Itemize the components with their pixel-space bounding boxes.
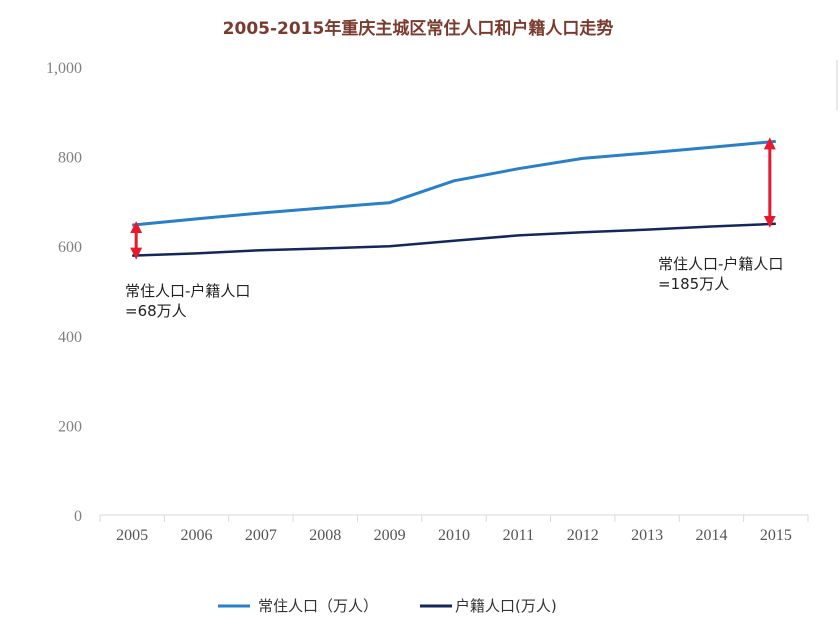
series-line-2 (132, 222, 776, 257)
y-tick-label: 1,000 (46, 60, 82, 77)
x-tick-label: 2008 (309, 527, 341, 544)
y-tick-label: 0 (74, 508, 82, 525)
chart-title: 2005-2015年重庆主城区常住人口和户籍人口走势 (223, 18, 614, 39)
y-tick-label: 400 (58, 329, 82, 346)
y-tick-label: 600 (58, 239, 82, 256)
y-tick-label: 200 (58, 418, 82, 435)
x-tick-label: 2013 (631, 527, 663, 544)
series-line-1 (132, 139, 776, 227)
series-lines (132, 139, 776, 257)
y-axis: 0 200 400 600 800 1,000 (46, 60, 82, 525)
x-tick-label: 2006 (181, 527, 213, 544)
x-tick-label: 2014 (695, 527, 727, 544)
legend: 常住人口（万人） 户籍人口(万人) (218, 597, 557, 615)
x-tick-label: 2011 (503, 527, 534, 544)
x-tick-label: 2010 (438, 527, 470, 544)
annotation-label: 常住人口-户籍人口 (658, 255, 783, 273)
x-tick-label: 2007 (245, 527, 277, 544)
x-tick-label: 2005 (116, 527, 148, 544)
x-tick-label: 2009 (374, 527, 406, 544)
annotation-value: =185万人 (658, 275, 729, 293)
annotations: 常住人口-户籍人口 =68万人 常住人口-户籍人口 =185万人 (125, 137, 783, 320)
legend-label: 常住人口（万人） (258, 597, 378, 615)
legend-label: 户籍人口(万人) (455, 597, 557, 615)
annotation-value: =68万人 (125, 302, 187, 320)
x-axis: 2005 2006 2007 2008 2009 2010 2011 2012 2013 2014… (99, 514, 809, 544)
x-tick-label: 2012 (567, 527, 599, 544)
annotation-label: 常住人口-户籍人口 (125, 282, 250, 300)
y-tick-label: 800 (58, 150, 82, 167)
x-tick-label: 2015 (760, 527, 792, 544)
